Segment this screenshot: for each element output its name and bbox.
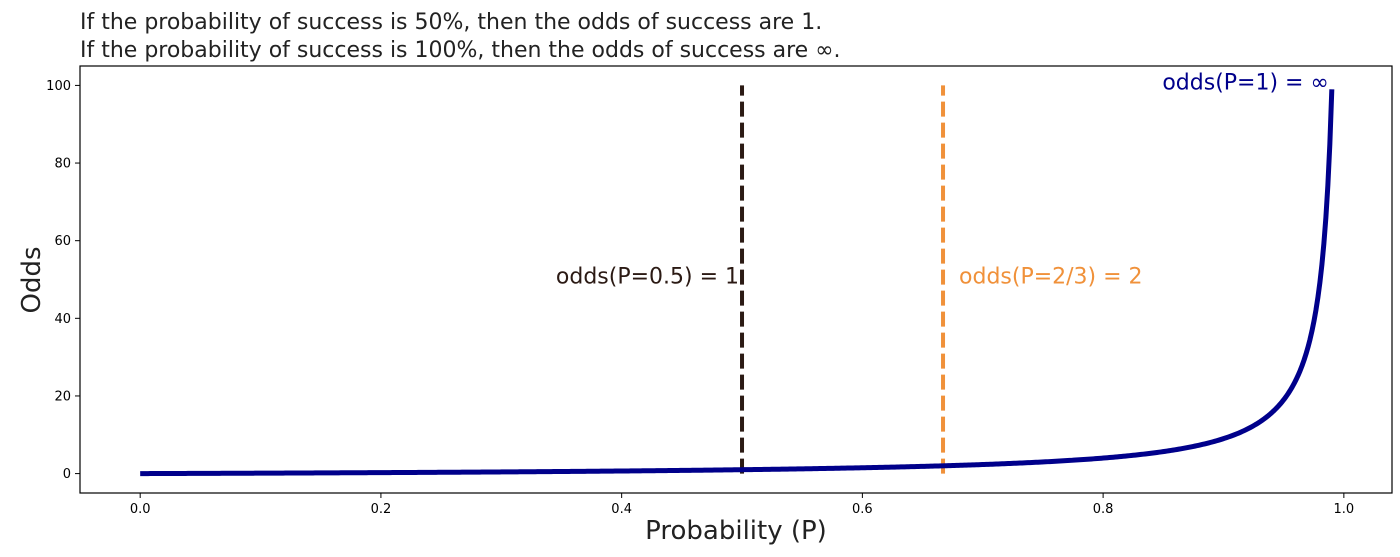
- x-tick-label: 1.0: [1334, 502, 1355, 517]
- x-tick-label: 0.2: [371, 502, 392, 517]
- plot-frame: [79, 65, 1393, 494]
- y-tick-label: 40: [54, 312, 71, 327]
- x-axis-label: Probability (P): [645, 516, 827, 546]
- annotation-label: odds(P=1) = ∞: [1162, 71, 1328, 96]
- x-tick-label: 0.0: [130, 502, 151, 517]
- y-axis-label: Odds: [17, 246, 47, 313]
- x-tick-label: 0.8: [1093, 502, 1114, 517]
- y-tick-label: 100: [46, 79, 71, 94]
- y-tick-label: 60: [54, 234, 71, 249]
- series-layer: [139, 89, 1335, 477]
- axis-ticks: 0.0 0.2 0.4 0.6 0.8 1.0 0 20 40 60 80 100: [46, 79, 1354, 517]
- chart-title-line-1: If the probability of success is 50%, th…: [80, 10, 822, 35]
- y-tick-label: 0: [63, 467, 71, 482]
- chart-title-line-2: If the probability of success is 100%, t…: [80, 38, 841, 63]
- annotation-label: odds(P=0.5) = 1: [556, 265, 739, 290]
- y-tick-label: 80: [54, 157, 71, 172]
- x-tick-label: 0.4: [611, 502, 632, 517]
- x-tick-label: 0.6: [852, 502, 873, 517]
- annotations: odds(P=0.5) = 1 odds(P=2/3) = 2 odds(P=1) …: [556, 71, 1329, 290]
- reference-lines: [740, 85, 946, 474]
- annotation-label: odds(P=2/3) = 2: [959, 265, 1143, 290]
- odds-curve-line: [139, 89, 1335, 477]
- y-tick-label: 20: [54, 389, 71, 404]
